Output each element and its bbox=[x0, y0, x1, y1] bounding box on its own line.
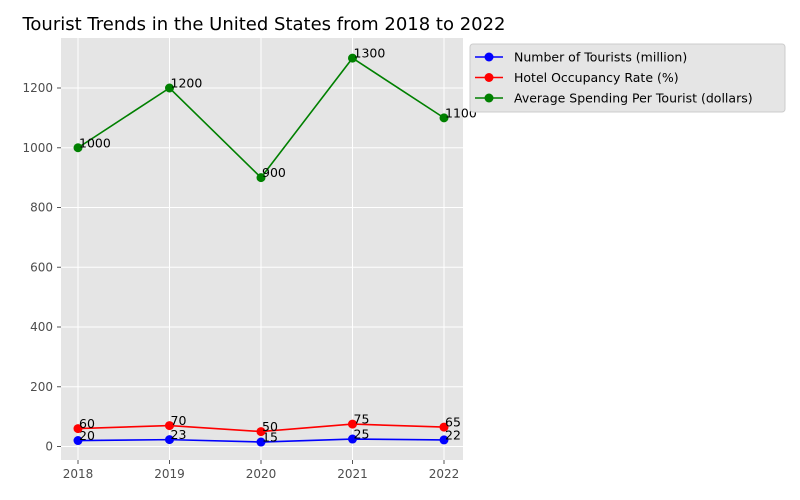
series-3: 1000 1200 900 1300 1100 bbox=[73, 46, 477, 183]
data-point bbox=[256, 173, 266, 183]
series-1: 20 23 15 25 22 bbox=[73, 427, 461, 447]
data-point bbox=[256, 437, 266, 447]
plot-background bbox=[61, 38, 463, 460]
legend: Number of Tourists (million) Hotel Occupa… bbox=[469, 43, 786, 113]
legend-label: Average Spending Per Tourist (dollars) bbox=[514, 91, 753, 106]
data-label: 900 bbox=[262, 165, 286, 180]
data-point bbox=[348, 434, 357, 444]
data-point bbox=[439, 435, 449, 445]
data-label: 22 bbox=[445, 427, 461, 442]
legend-item: Hotel Occupancy Rate (%) bbox=[475, 70, 679, 85]
data-point bbox=[165, 83, 174, 93]
data-label: 15 bbox=[262, 430, 278, 445]
data-label: 75 bbox=[354, 412, 370, 427]
data-label: 65 bbox=[445, 415, 461, 430]
data-label: 23 bbox=[171, 427, 187, 442]
data-label: 50 bbox=[262, 419, 278, 434]
legend-marker bbox=[484, 52, 494, 62]
data-label: 1200 bbox=[171, 76, 203, 91]
chart-title: Tourist Trends in the United States from… bbox=[21, 14, 505, 35]
data-point bbox=[439, 422, 449, 432]
y-tick-label: 400 bbox=[30, 320, 53, 334]
y-tick-label: 600 bbox=[30, 260, 53, 274]
y-tick-label: 800 bbox=[30, 201, 53, 215]
x-tick-label: 2018 bbox=[63, 467, 94, 481]
data-label: 1300 bbox=[354, 46, 386, 61]
x-tick-label: 2020 bbox=[246, 467, 277, 481]
legend-item: Average Spending Per Tourist (dollars) bbox=[475, 91, 753, 106]
data-label: 25 bbox=[354, 427, 370, 442]
data-point bbox=[165, 435, 174, 445]
legend-marker bbox=[484, 93, 494, 103]
data-point bbox=[348, 53, 357, 63]
series-2: 60 70 50 75 65 bbox=[73, 412, 461, 437]
data-point bbox=[439, 113, 449, 123]
data-label: 1000 bbox=[79, 135, 111, 150]
y-tick-label: 0 bbox=[45, 440, 53, 454]
legend-item: Number of Tourists (million) bbox=[475, 50, 687, 65]
x-tick-label: 2019 bbox=[154, 467, 185, 481]
data-point bbox=[165, 421, 174, 431]
y-tick-label: 200 bbox=[30, 380, 53, 394]
axis-ticks: 2018 2019 2020 2021 202202004006008001000120… bbox=[22, 81, 459, 481]
legend-marker bbox=[484, 73, 494, 82]
y-tick-label: 1000 bbox=[22, 141, 53, 155]
y-tick-label: 1200 bbox=[22, 81, 53, 95]
data-label: 60 bbox=[79, 416, 95, 431]
data-label: 20 bbox=[79, 428, 95, 443]
legend-label: Number of Tourists (million) bbox=[514, 50, 687, 65]
grid bbox=[61, 38, 463, 460]
x-tick-label: 2022 bbox=[429, 467, 460, 481]
data-point bbox=[256, 427, 266, 437]
data-label: 1100 bbox=[445, 105, 477, 120]
data-point bbox=[73, 143, 83, 153]
x-tick-label: 2021 bbox=[337, 467, 368, 481]
data-label: 70 bbox=[171, 413, 187, 428]
legend-box bbox=[469, 43, 786, 113]
data-point bbox=[348, 419, 357, 429]
legend-label: Hotel Occupancy Rate (%) bbox=[514, 70, 679, 85]
series-lines: 20 23 15 25 22 60 70 50 75 65 1000 1200 900 1300 1100 bbox=[73, 46, 477, 447]
data-point bbox=[73, 424, 83, 434]
data-point bbox=[73, 436, 83, 446]
